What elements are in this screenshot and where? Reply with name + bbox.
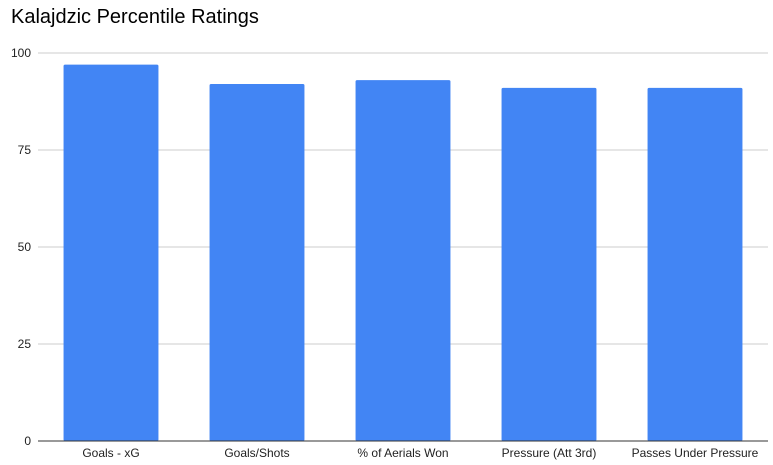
- y-tick-label: 75: [18, 143, 32, 157]
- bar: [501, 87, 597, 442]
- x-tick-label: Passes Under Pressure: [632, 446, 759, 460]
- bar: [63, 64, 159, 441]
- bar: [355, 80, 451, 441]
- x-tick-label: Goals - xG: [82, 446, 139, 460]
- x-tick-label: % of Aerials Won: [357, 446, 448, 460]
- y-tick-label: 0: [24, 434, 31, 448]
- bar: [647, 87, 743, 442]
- y-tick-label: 50: [18, 240, 32, 254]
- bar: [209, 84, 305, 441]
- y-tick-label: 100: [11, 46, 31, 60]
- y-tick-label: 25: [18, 337, 32, 351]
- chart-title: Kalajdzic Percentile Ratings: [11, 6, 259, 28]
- x-tick-label: Pressure (Att 3rd): [502, 446, 597, 460]
- x-tick-label: Goals/Shots: [224, 446, 289, 460]
